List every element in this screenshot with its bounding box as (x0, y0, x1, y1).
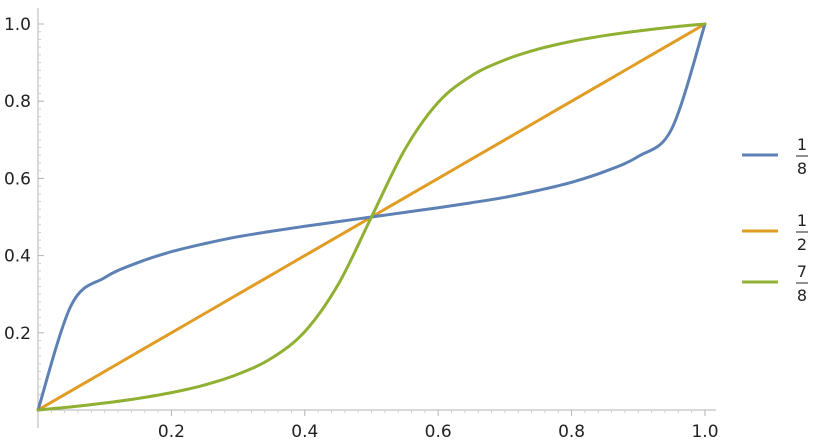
x-tick-label: 0.2 (158, 422, 185, 442)
axes: 0.2 0.4 0.6 0.8 1.0 0.2 0.4 0.6 0.8 1.0 (4, 8, 719, 442)
legend-denominator: 2 (797, 235, 807, 254)
legend-numerator: 1 (797, 135, 807, 154)
x-tick-label: 0.8 (558, 422, 585, 442)
y-tick-label: 0.4 (4, 247, 31, 267)
series-line-7-8 (36, 22, 707, 412)
legend-denominator: 8 (797, 286, 807, 305)
legend-numerator: 7 (797, 262, 807, 281)
legend: 1 8 1 2 7 8 (742, 135, 808, 305)
x-tick-label: 0.6 (425, 422, 452, 442)
legend-denominator: 8 (797, 159, 807, 178)
y-tick-label: 1.0 (4, 15, 31, 35)
y-tick-label: 0.2 (4, 324, 31, 344)
y-tick-label: 0.8 (4, 92, 31, 112)
y-tick-label: 0.6 (4, 169, 31, 189)
plot-area (36, 22, 707, 412)
x-tick-label: 0.4 (291, 422, 318, 442)
x-tick-label: 1.0 (691, 422, 718, 442)
legend-numerator: 1 (797, 211, 807, 230)
